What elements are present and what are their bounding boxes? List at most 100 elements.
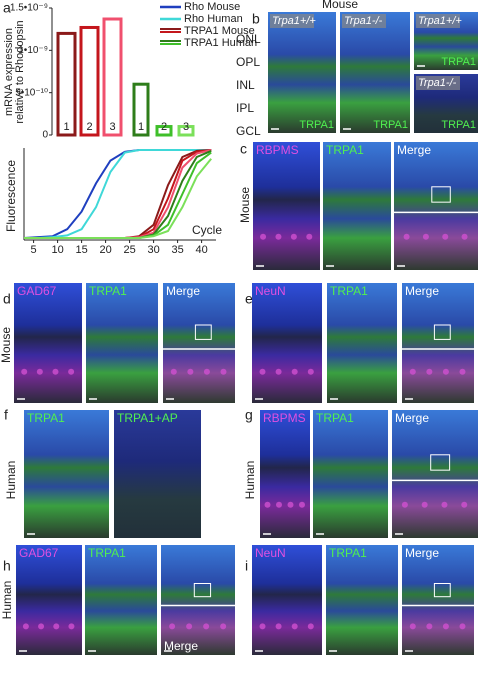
panel-title: Mouse bbox=[322, 0, 358, 11]
legend-label: Rho Mouse bbox=[184, 1, 240, 13]
channel-label: TRPA1 bbox=[326, 143, 364, 157]
inset-box bbox=[431, 186, 451, 203]
cell bbox=[307, 623, 314, 630]
x-tick-label: 20 bbox=[99, 244, 111, 256]
cell bbox=[421, 501, 428, 508]
bar bbox=[79, 25, 100, 137]
genotype-box bbox=[416, 76, 460, 90]
channel-label: TRPA1+AP bbox=[117, 411, 178, 425]
channel-label: TRPA1 bbox=[89, 284, 127, 298]
species-label: Human bbox=[0, 581, 14, 620]
cell bbox=[291, 368, 298, 375]
cell bbox=[403, 233, 410, 240]
cell bbox=[220, 368, 227, 375]
x-tick-label: 15 bbox=[75, 244, 87, 256]
x-tick-label: 40 bbox=[195, 244, 207, 256]
genotype-label: Trpa1+/+ bbox=[418, 15, 462, 27]
cell bbox=[426, 623, 433, 630]
y-axis-label: relative to Rhodopsin bbox=[14, 20, 26, 123]
micrograph bbox=[16, 545, 82, 655]
panel-letter: i bbox=[245, 558, 248, 574]
panel-letter: h bbox=[3, 558, 11, 574]
stain-label: TRPA1 bbox=[441, 56, 476, 68]
x-tick-label: 35 bbox=[171, 244, 183, 256]
bar-category-label: 3 bbox=[183, 121, 189, 133]
layer-label: IPL bbox=[236, 101, 254, 115]
bar-category-label: 2 bbox=[86, 121, 92, 133]
cell bbox=[259, 623, 266, 630]
layer-label: INL bbox=[236, 78, 255, 92]
layer-label: ONL bbox=[236, 32, 261, 46]
cell bbox=[442, 368, 449, 375]
cell bbox=[68, 623, 75, 630]
cell bbox=[426, 368, 433, 375]
micrograph bbox=[85, 545, 157, 655]
species-label: Human bbox=[4, 461, 18, 500]
species-label: Mouse bbox=[0, 327, 13, 363]
micrograph bbox=[313, 410, 388, 538]
x-tick-label: 10 bbox=[51, 244, 63, 256]
cell bbox=[275, 368, 282, 375]
bar bbox=[56, 31, 77, 137]
genotype-box bbox=[270, 14, 314, 28]
cell bbox=[36, 368, 43, 375]
cell bbox=[220, 623, 227, 630]
panel-letter: c bbox=[240, 141, 247, 157]
channel-label: TRPA1 bbox=[27, 411, 65, 425]
channel-label: RBPMS bbox=[263, 411, 306, 425]
channel-label: TRPA1 bbox=[330, 284, 368, 298]
inset-box bbox=[193, 583, 212, 598]
micrograph bbox=[252, 283, 322, 403]
genotype-box bbox=[342, 14, 386, 28]
cell bbox=[442, 623, 449, 630]
y-tick-label: 1•10⁻⁹ bbox=[18, 45, 48, 56]
channel-label: Merge bbox=[395, 411, 429, 425]
cell bbox=[442, 233, 449, 240]
cell bbox=[186, 623, 193, 630]
cell bbox=[461, 501, 468, 508]
cell bbox=[441, 501, 448, 508]
cell bbox=[287, 501, 294, 508]
x-tick-label: 30 bbox=[147, 244, 159, 256]
cell bbox=[169, 623, 176, 630]
y-tick-label: 1.5•10⁻⁹ bbox=[10, 3, 48, 14]
genotype-label: Trpa1+/+ bbox=[272, 15, 316, 27]
layer-label: GCL bbox=[236, 124, 261, 138]
micrograph bbox=[402, 283, 474, 403]
panel-letter: f bbox=[4, 407, 8, 423]
stain-label: TRPA1 bbox=[373, 119, 408, 131]
bar-category-label: 1 bbox=[63, 121, 69, 133]
micrograph bbox=[394, 142, 478, 270]
cell bbox=[459, 368, 466, 375]
cell bbox=[306, 233, 313, 240]
cell bbox=[461, 233, 468, 240]
micrograph bbox=[340, 12, 410, 133]
cell bbox=[22, 623, 29, 630]
y-axis-label: Fluorescence bbox=[4, 160, 18, 232]
x-axis-label: Cycle bbox=[192, 223, 222, 237]
species-label: Human bbox=[243, 461, 257, 500]
channel-label: NeuN bbox=[255, 546, 286, 560]
cell bbox=[401, 501, 408, 508]
bar-category-label: 2 bbox=[161, 121, 167, 133]
inset-box bbox=[433, 324, 451, 340]
cell bbox=[259, 368, 266, 375]
legend-label: TRPA1 Mouse bbox=[184, 25, 255, 37]
cell bbox=[52, 368, 59, 375]
stain-label: TRPA1 bbox=[299, 119, 334, 131]
channel-label: TRPA1 bbox=[329, 546, 367, 560]
panel-letter: e bbox=[245, 291, 253, 307]
bar-category-label: 3 bbox=[109, 121, 115, 133]
micrograph bbox=[163, 283, 235, 403]
cell bbox=[187, 368, 194, 375]
line-series bbox=[24, 151, 212, 239]
channel-label: Merge bbox=[397, 143, 431, 157]
panel-letter: g bbox=[245, 407, 253, 423]
channel-label: RBPMS bbox=[256, 143, 299, 157]
micrograph bbox=[86, 283, 158, 403]
panel-letter: b bbox=[252, 11, 260, 27]
channel-label: Merge bbox=[405, 284, 439, 298]
cell bbox=[203, 623, 210, 630]
panel-letter: a bbox=[3, 0, 11, 16]
